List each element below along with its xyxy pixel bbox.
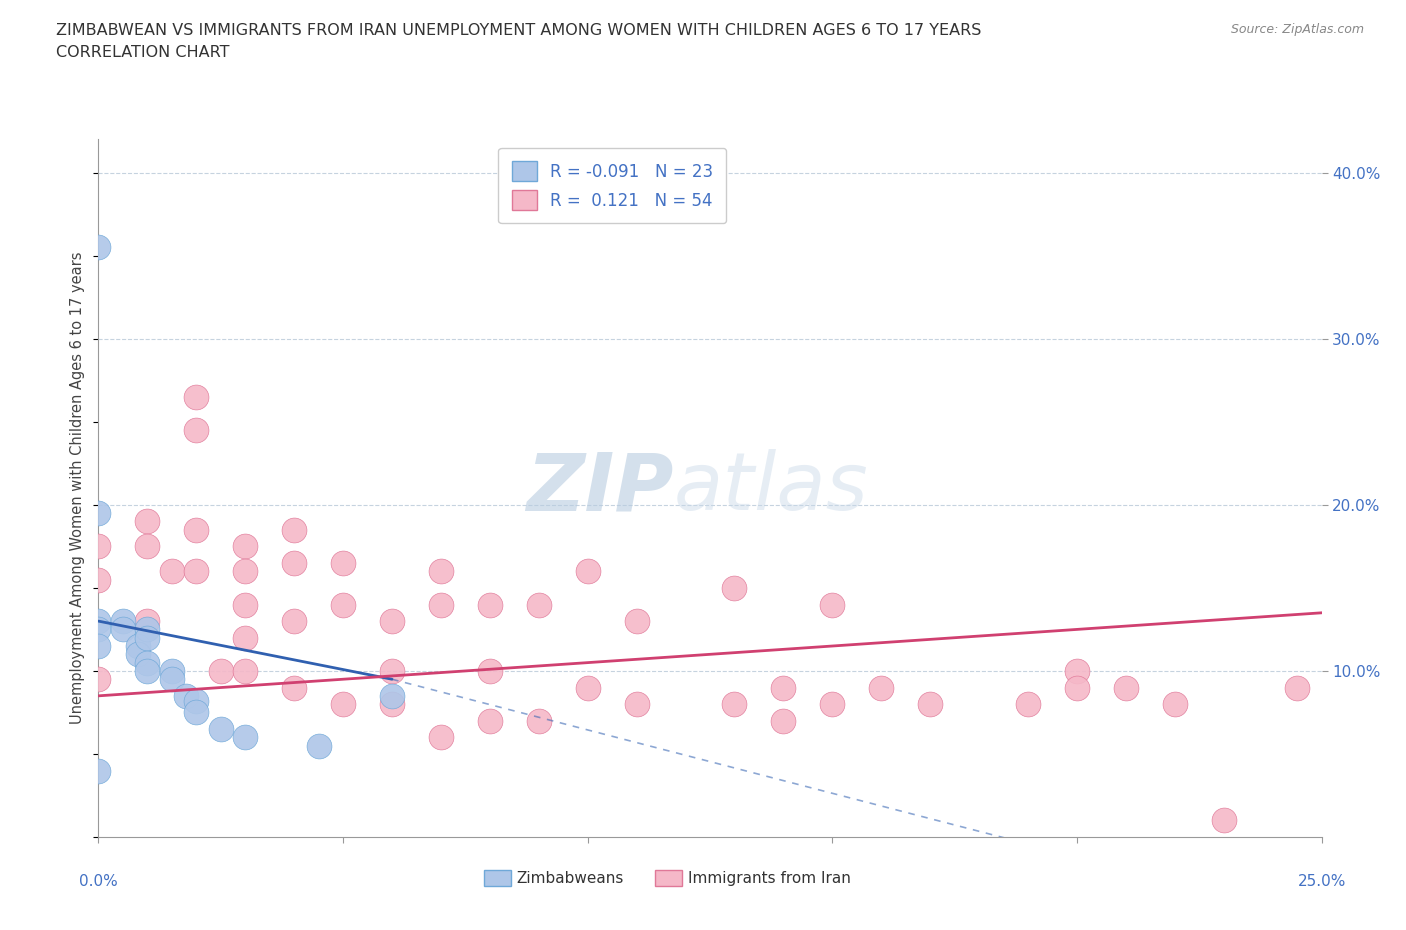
Point xyxy=(283,555,305,570)
Point xyxy=(1066,680,1088,695)
Point xyxy=(160,663,183,678)
Text: ZIP: ZIP xyxy=(526,449,673,527)
Point xyxy=(332,597,354,612)
Point xyxy=(87,764,110,778)
Point xyxy=(111,622,134,637)
Point xyxy=(381,697,404,711)
Point xyxy=(87,240,110,255)
Point xyxy=(478,663,501,678)
Point xyxy=(127,639,149,654)
Point xyxy=(478,597,501,612)
Point xyxy=(527,713,550,728)
Point xyxy=(233,597,256,612)
Point xyxy=(186,564,208,578)
Point xyxy=(136,622,159,637)
Point xyxy=(87,539,110,554)
Point xyxy=(478,713,501,728)
Point xyxy=(1115,680,1137,695)
Point xyxy=(87,622,110,637)
Point xyxy=(430,730,453,745)
Point xyxy=(186,694,208,709)
Point xyxy=(136,631,159,645)
Point xyxy=(772,713,794,728)
Point xyxy=(283,523,305,538)
Point xyxy=(233,564,256,578)
Point xyxy=(136,539,159,554)
Point xyxy=(527,597,550,612)
Point xyxy=(626,697,648,711)
Point xyxy=(332,555,354,570)
Text: Source: ZipAtlas.com: Source: ZipAtlas.com xyxy=(1230,23,1364,36)
Point xyxy=(233,663,256,678)
Point xyxy=(626,614,648,629)
Legend: R = -0.091   N = 23, R =  0.121   N = 54: R = -0.091 N = 23, R = 0.121 N = 54 xyxy=(498,148,727,223)
Point xyxy=(87,639,110,654)
Point xyxy=(160,564,183,578)
Point xyxy=(381,614,404,629)
Point xyxy=(209,663,232,678)
Point xyxy=(772,680,794,695)
Point xyxy=(176,688,198,703)
Point xyxy=(186,705,208,720)
Point xyxy=(821,697,844,711)
Point xyxy=(87,671,110,686)
Point xyxy=(723,580,745,595)
Point xyxy=(87,572,110,587)
Point xyxy=(87,506,110,521)
Point xyxy=(870,680,893,695)
Point xyxy=(160,671,183,686)
Point xyxy=(209,722,232,737)
Point xyxy=(821,597,844,612)
Point xyxy=(430,564,453,578)
Point xyxy=(381,663,404,678)
Point xyxy=(723,697,745,711)
Point xyxy=(1017,697,1039,711)
Point xyxy=(87,614,110,629)
Point xyxy=(233,631,256,645)
Point xyxy=(283,680,305,695)
Point xyxy=(1066,663,1088,678)
Text: Immigrants from Iran: Immigrants from Iran xyxy=(688,870,851,885)
Text: 0.0%: 0.0% xyxy=(79,873,118,888)
Point xyxy=(186,523,208,538)
Point xyxy=(233,539,256,554)
Text: ZIMBABWEAN VS IMMIGRANTS FROM IRAN UNEMPLOYMENT AMONG WOMEN WITH CHILDREN AGES 6: ZIMBABWEAN VS IMMIGRANTS FROM IRAN UNEMP… xyxy=(56,23,981,38)
Point xyxy=(136,614,159,629)
Point xyxy=(308,738,330,753)
Point xyxy=(186,390,208,405)
FancyBboxPatch shape xyxy=(484,870,510,885)
Point xyxy=(381,688,404,703)
Point xyxy=(576,680,599,695)
Point xyxy=(920,697,942,711)
Point xyxy=(576,564,599,578)
Point xyxy=(283,614,305,629)
FancyBboxPatch shape xyxy=(655,870,682,885)
Point xyxy=(136,656,159,671)
Point xyxy=(127,647,149,662)
Point xyxy=(136,663,159,678)
Point xyxy=(186,422,208,438)
Point xyxy=(332,697,354,711)
Point xyxy=(136,514,159,529)
Text: 25.0%: 25.0% xyxy=(1298,873,1346,888)
Text: atlas: atlas xyxy=(673,449,868,527)
Point xyxy=(233,730,256,745)
Text: Zimbabweans: Zimbabweans xyxy=(517,870,624,885)
Point xyxy=(430,597,453,612)
Y-axis label: Unemployment Among Women with Children Ages 6 to 17 years: Unemployment Among Women with Children A… xyxy=(70,252,86,724)
Point xyxy=(1164,697,1187,711)
Point xyxy=(111,614,134,629)
Point xyxy=(1286,680,1309,695)
Text: CORRELATION CHART: CORRELATION CHART xyxy=(56,45,229,60)
Point xyxy=(1212,813,1234,828)
